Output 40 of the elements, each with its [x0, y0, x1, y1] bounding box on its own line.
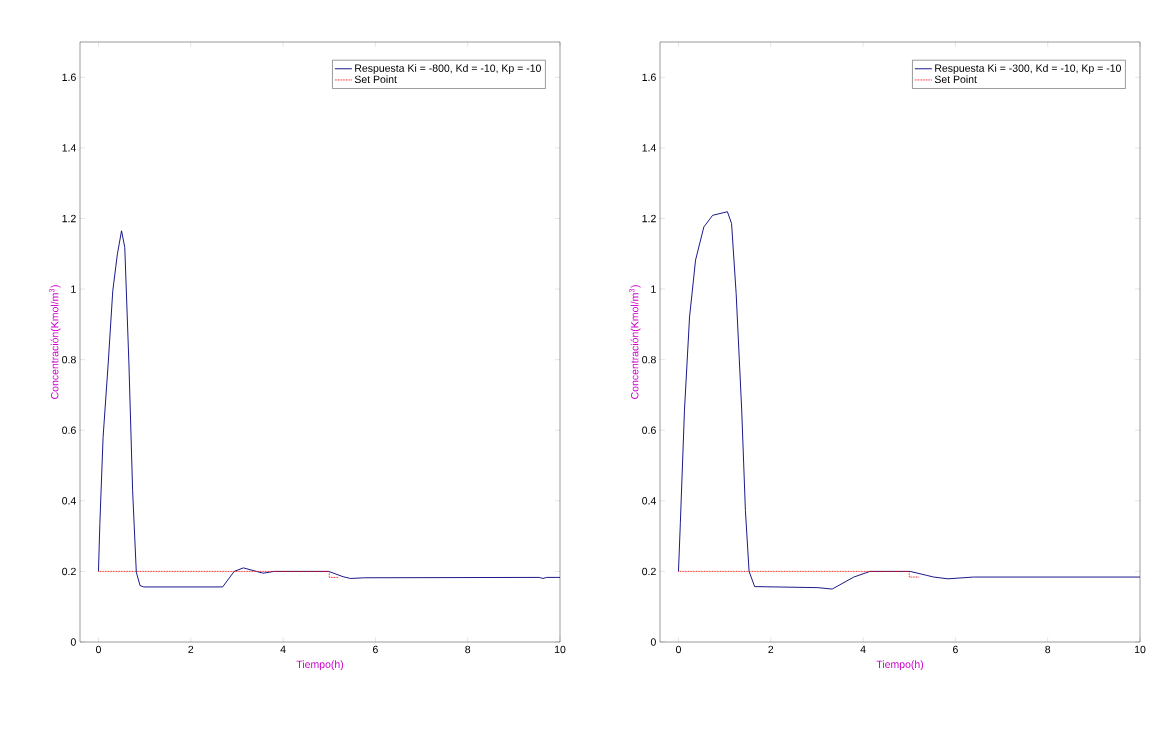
y-tick-label: 1.6 — [642, 73, 656, 82]
line-series — [678, 211, 1141, 590]
x-tick-label: 6 — [373, 645, 378, 654]
x-tick-label: 8 — [465, 645, 471, 654]
x-tick-label: 2 — [188, 645, 194, 654]
x-axis-title: Tiempo(h) — [296, 660, 344, 671]
x-tick-label: 4 — [860, 645, 866, 653]
x-tick-label: 4 — [280, 645, 286, 653]
y-tick-label: 0 — [70, 638, 76, 646]
y-tick-label: 1.2 — [62, 214, 76, 223]
legend-label: Respuesta Ki = -300, Kd = -10, Kp = -10 — [935, 64, 1121, 74]
x-axis-title: Tiempo(h) — [876, 660, 924, 671]
y-tick-label: 1.4 — [642, 144, 656, 152]
x-tick-label: 10 — [554, 645, 566, 654]
x-tick-label: 10 — [1134, 645, 1146, 654]
x-tick-label: 2 — [768, 645, 774, 654]
legend-label: Set Point — [934, 75, 977, 84]
y-tick-label: 1 — [651, 285, 656, 293]
y-axis-title: Concentración(Kmol/m$^{3}$) — [629, 285, 641, 399]
y-tick-label: 1.6 — [62, 73, 76, 82]
x-tick-label: 0 — [675, 645, 681, 654]
y-axis-title: Concentración(Kmol/m$^{3}$) — [49, 285, 61, 399]
y-tick-label: 0.4 — [62, 497, 76, 505]
x-tick-label: 0 — [95, 645, 101, 654]
line-series — [98, 230, 561, 588]
y-tick-label: 1.4 — [62, 144, 76, 152]
y-tick-label: 1.2 — [642, 214, 656, 223]
x-tick-label: 8 — [1045, 645, 1051, 654]
y-tick-label: 1 — [71, 285, 76, 293]
y-tick-label: 0.2 — [62, 567, 76, 576]
legend-label: Respuesta Ki = -800, Kd = -10, Kp = -10 — [355, 64, 541, 74]
y-tick-label: 0.4 — [642, 497, 656, 505]
x-tick-label: 6 — [953, 645, 958, 654]
y-tick-label: 0.2 — [642, 567, 656, 576]
y-tick-label: 0.8 — [62, 355, 76, 364]
y-tick-label: 0.6 — [62, 426, 76, 434]
y-tick-label: 0.8 — [642, 355, 656, 364]
y-tick-label: 0.6 — [642, 426, 656, 434]
y-tick-label: 0 — [650, 638, 656, 646]
legend-label: Set Point — [354, 75, 397, 84]
